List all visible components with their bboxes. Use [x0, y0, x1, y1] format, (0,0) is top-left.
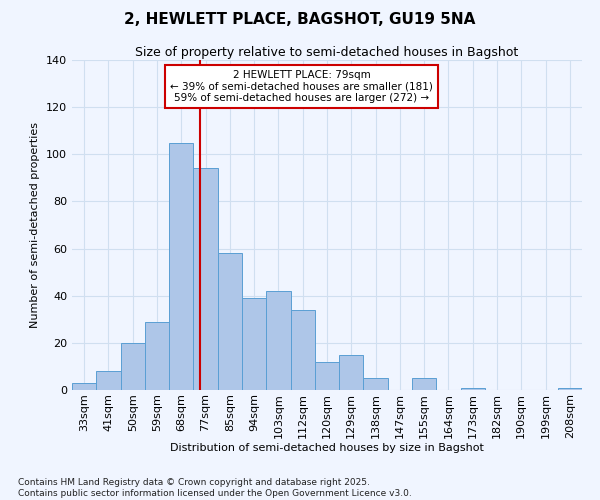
Bar — [145, 322, 169, 390]
Bar — [412, 378, 436, 390]
Y-axis label: Number of semi-detached properties: Number of semi-detached properties — [31, 122, 40, 328]
Text: 2, HEWLETT PLACE, BAGSHOT, GU19 5NA: 2, HEWLETT PLACE, BAGSHOT, GU19 5NA — [124, 12, 476, 28]
Bar — [315, 362, 339, 390]
Bar — [339, 354, 364, 390]
Bar — [218, 254, 242, 390]
X-axis label: Distribution of semi-detached houses by size in Bagshot: Distribution of semi-detached houses by … — [170, 444, 484, 454]
Bar — [72, 383, 96, 390]
Bar — [290, 310, 315, 390]
Bar — [558, 388, 582, 390]
Bar — [96, 371, 121, 390]
Bar — [266, 291, 290, 390]
Bar — [364, 378, 388, 390]
Text: Contains HM Land Registry data © Crown copyright and database right 2025.
Contai: Contains HM Land Registry data © Crown c… — [18, 478, 412, 498]
Bar — [461, 388, 485, 390]
Title: Size of property relative to semi-detached houses in Bagshot: Size of property relative to semi-detach… — [136, 46, 518, 59]
Bar — [242, 298, 266, 390]
Bar — [169, 142, 193, 390]
Text: 2 HEWLETT PLACE: 79sqm
← 39% of semi-detached houses are smaller (181)
59% of se: 2 HEWLETT PLACE: 79sqm ← 39% of semi-det… — [170, 70, 433, 103]
Bar — [121, 343, 145, 390]
Bar — [193, 168, 218, 390]
